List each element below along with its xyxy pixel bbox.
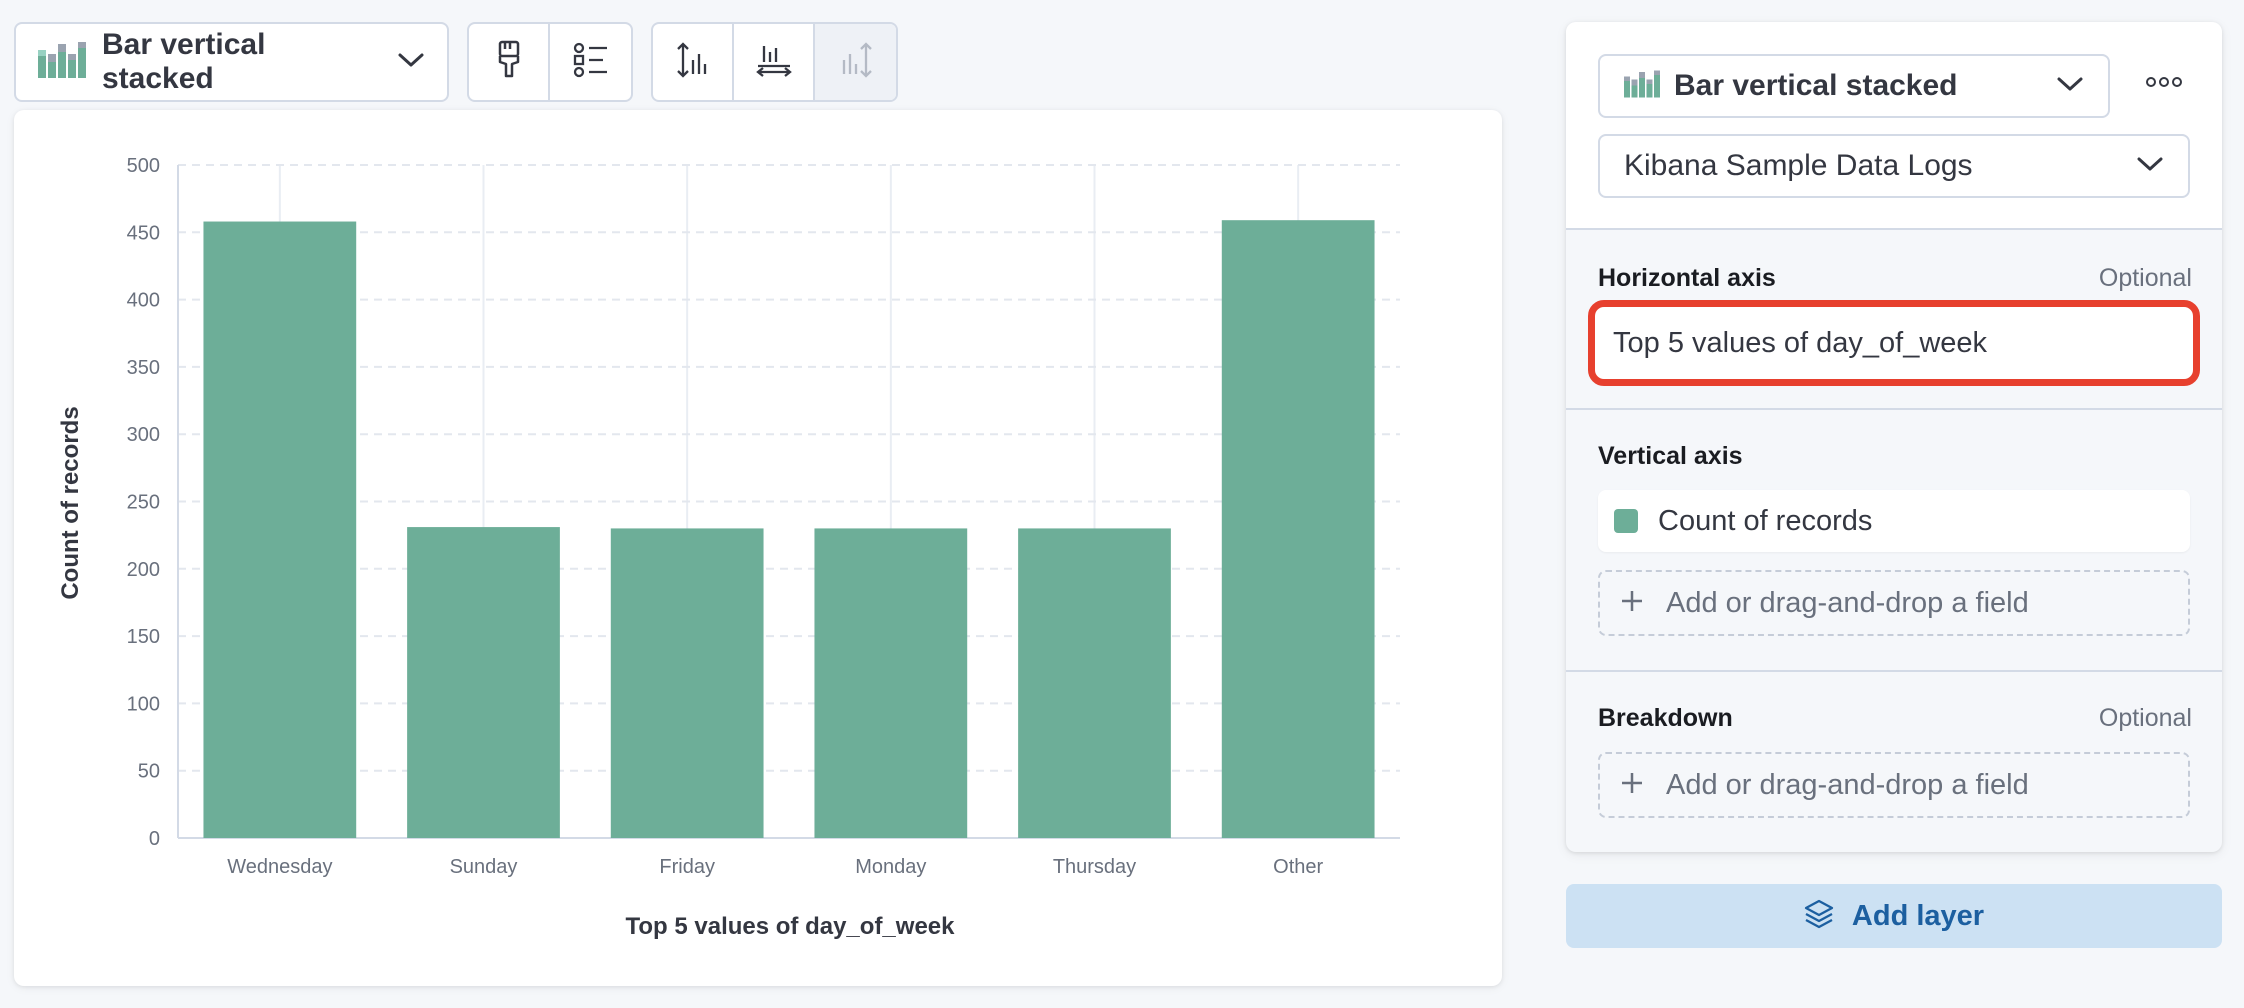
right-axis-icon [838, 40, 874, 85]
bar-monday[interactable] [814, 528, 968, 838]
chart-panel: 0 50 100 150 200 250 300 350 400 450 500 Wednesday S… [14, 110, 1502, 986]
vertical-axis-dropzone-label: Add or drag-and-drop a field [1666, 586, 2029, 619]
horizontal-axis-title: Horizontal axis [1598, 264, 1776, 292]
style-button-group [467, 22, 633, 102]
y-tick-label: 250 [127, 492, 160, 514]
legend-options-button[interactable] [550, 24, 631, 100]
axis-button-group [651, 22, 898, 102]
bottom-axis-icon [754, 42, 794, 83]
chevron-down-icon [2136, 155, 2164, 178]
bar-chart-icon [1624, 70, 1660, 103]
y-axis-title: Count of records [57, 406, 84, 599]
layer-header: Bar vertical stacked Kibana Sample Data … [1566, 22, 2222, 230]
x-axis-title: Top 5 values of day_of_week [625, 913, 955, 940]
divider [1566, 670, 2222, 672]
left-axis-button[interactable] [653, 24, 734, 100]
layer-actions-button[interactable] [2134, 54, 2194, 114]
y-tick-label: 0 [149, 828, 160, 850]
x-tick-label: Other [1273, 856, 1323, 878]
chevron-down-icon [2056, 75, 2084, 98]
breakdown-optional: Optional [2098, 704, 2192, 732]
bar-chart-icon [38, 41, 86, 83]
bar-thursday[interactable] [1018, 528, 1171, 838]
vertical-axis-field[interactable]: Count of records [1598, 490, 2190, 552]
x-tick-label: Monday [855, 856, 926, 878]
plus-icon [1620, 771, 1644, 800]
bar-other[interactable] [1221, 220, 1375, 838]
x-tick-label: Thursday [1053, 856, 1136, 878]
layer-config-panel: Bar vertical stacked Kibana Sample Data … [1566, 22, 2222, 852]
layers-icon [1804, 899, 1834, 934]
series-color-swatch [1614, 509, 1638, 533]
x-tick-label: Wednesday [227, 856, 332, 878]
y-tick-label: 500 [127, 155, 160, 177]
y-tick-label: 400 [127, 290, 160, 312]
brush-icon [494, 40, 524, 85]
plus-icon [1620, 589, 1644, 618]
breakdown-dropzone-label: Add or drag-and-drop a field [1666, 768, 2029, 801]
bar-sunday[interactable] [407, 527, 560, 838]
add-layer-button[interactable]: Add layer [1566, 884, 2222, 948]
y-tick-label: 200 [127, 559, 160, 581]
divider [1566, 408, 2222, 410]
y-tick-label: 100 [127, 693, 160, 715]
right-axis-button[interactable] [815, 24, 896, 100]
y-tick-label: 450 [127, 222, 160, 244]
y-tick-label: 350 [127, 357, 160, 379]
data-view-label: Kibana Sample Data Logs [1624, 149, 1973, 182]
visual-options-button[interactable] [469, 24, 550, 100]
bar-wednesday[interactable] [203, 221, 357, 839]
y-tick-label: 150 [127, 626, 160, 648]
x-tick-label: Sunday [450, 856, 518, 878]
layer-chart-type-select[interactable]: Bar vertical stacked [1598, 54, 2110, 118]
more-icon [2146, 75, 2182, 93]
layer-chart-type-label: Bar vertical stacked [1674, 69, 1958, 102]
add-layer-label: Add layer [1851, 899, 1985, 932]
list-icon [573, 42, 609, 83]
vertical-axis-dropzone[interactable]: Add or drag-and-drop a field [1598, 570, 2190, 636]
bar-friday[interactable] [610, 528, 764, 838]
breakdown-title: Breakdown [1598, 704, 1733, 732]
horizontal-axis-optional: Optional [2098, 264, 2192, 292]
breakdown-dropzone[interactable]: Add or drag-and-drop a field [1598, 752, 2190, 818]
bottom-axis-button[interactable] [734, 24, 815, 100]
bar-chart: 0 50 100 150 200 250 300 350 400 450 500 Wednesday S… [57, 155, 1400, 940]
data-view-select[interactable]: Kibana Sample Data Logs [1598, 134, 2190, 198]
horizontal-axis-field[interactable]: Top 5 values of day_of_week [1588, 300, 2200, 386]
horizontal-axis-value: Top 5 values of day_of_week [1613, 326, 1988, 359]
y-tick-label: 50 [138, 761, 160, 783]
vertical-axis-field-label: Count of records [1658, 504, 1873, 537]
x-tick-label: Friday [659, 856, 715, 878]
vertical-axis-title: Vertical axis [1598, 442, 1743, 470]
chart-toolbar: Bar vertical stacked [14, 22, 898, 102]
chart-type-label: Bar vertical stacked [102, 28, 266, 95]
left-axis-icon [675, 40, 711, 85]
chart-type-selector[interactable]: Bar vertical stacked [14, 22, 449, 102]
chevron-down-icon [397, 51, 425, 74]
y-tick-label: 300 [127, 424, 160, 446]
